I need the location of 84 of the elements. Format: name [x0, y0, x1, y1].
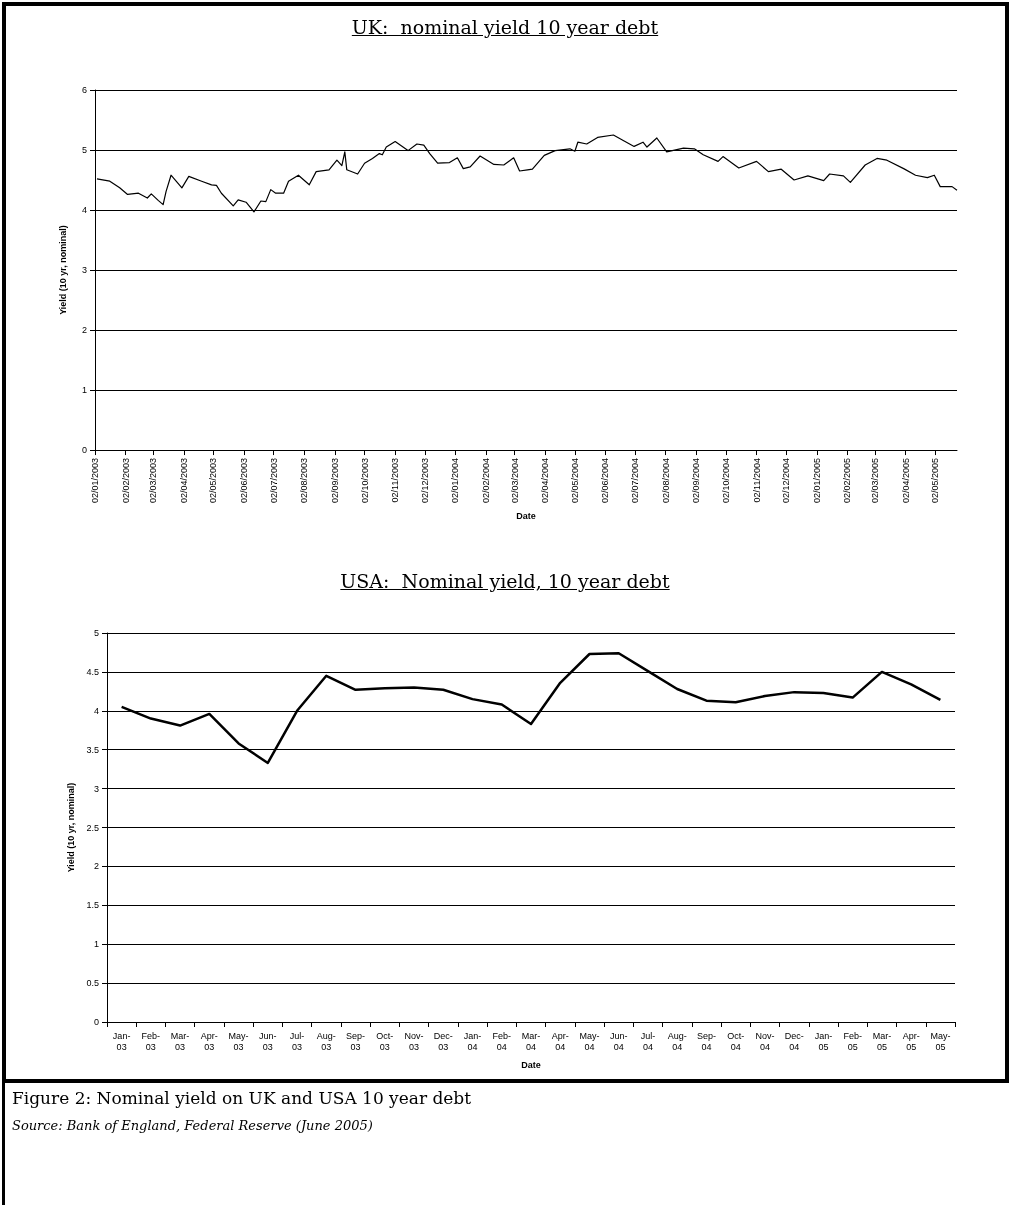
x-tick-label: Aug-04 — [667, 1030, 687, 1052]
x-tick-label: Jan-05 — [814, 1030, 833, 1052]
x-tick-label: Sep-04 — [696, 1030, 716, 1052]
x-tick-label: Jun-04 — [609, 1030, 628, 1052]
y-tick-label: 1.5 — [86, 900, 99, 911]
caption: Figure 2: Nominal yield on UK and USA 10 year debt — [12, 1088, 472, 1108]
x-tick-label: 02/08/2004 — [660, 458, 671, 504]
y-tick-label: 1 — [93, 939, 99, 950]
x-tick-label: Jul-03 — [289, 1030, 305, 1052]
x-tick-label: 02/01/2003 — [90, 458, 100, 504]
x-tick-label: Mar-05 — [872, 1030, 892, 1052]
x-tick-label: 02/07/2003 — [268, 458, 279, 504]
x-tick-label: 02/06/2004 — [600, 458, 611, 504]
x-tick-label: 02/11/2003 — [390, 458, 401, 503]
x-tick-label: 02/03/2004 — [509, 458, 520, 504]
x-tick-label: May-04 — [579, 1030, 600, 1052]
x-tick-label: May-05 — [930, 1030, 951, 1052]
x-tick-label: Sep-03 — [346, 1030, 366, 1052]
y-tick-label: 2 — [93, 861, 99, 872]
x-tick-label: 02/03/2005 — [870, 458, 881, 504]
chart-title: USA: Nominal yield, 10 year debt — [339, 570, 671, 592]
x-tick-label: Apr-04 — [551, 1030, 569, 1052]
x-tick-label: Oct-03 — [376, 1030, 394, 1052]
x-axis-title: Date — [516, 510, 536, 521]
x-tick-label: 02/08/2003 — [299, 458, 310, 504]
y-tick-label: 3.5 — [86, 744, 99, 755]
x-tick-label: 02/01/2004 — [450, 458, 461, 504]
chart-title: UK: nominal yield 10 year debt — [350, 16, 660, 38]
x-tick-label: Jul-04 — [640, 1030, 656, 1052]
x-tick-label: 02/01/2005 — [811, 458, 822, 504]
x-tick-label: Dec-03 — [433, 1030, 453, 1052]
y-tick-label: 0.5 — [86, 978, 99, 989]
x-tick-label: Jan-03 — [112, 1030, 131, 1052]
x-tick-label: 02/02/2003 — [120, 458, 131, 504]
x-tick-label: Mar-04 — [521, 1030, 541, 1052]
y-tick-label: 6 — [81, 85, 87, 95]
x-tick-label: 02/07/2004 — [630, 458, 641, 504]
y-tick-label: 5 — [93, 628, 99, 638]
x-tick-label: 02/10/2004 — [720, 458, 731, 504]
x-tick-label: Apr-03 — [200, 1030, 218, 1052]
y-axis-title: Yield (10 yr, nominal) — [66, 782, 77, 873]
y-tick-label: 4 — [93, 705, 99, 716]
x-tick-label: Feb-04 — [492, 1030, 512, 1052]
x-tick-label: 02/12/2003 — [419, 458, 430, 504]
x-tick-label: Nov-03 — [404, 1030, 424, 1052]
x-tick-label: Oct-04 — [727, 1030, 745, 1052]
x-tick-label: 02/05/2004 — [569, 458, 580, 504]
x-tick-label: 02/05/2005 — [930, 458, 941, 504]
x-tick-label: 02/12/2004 — [781, 458, 792, 504]
x-tick-label: 02/10/2003 — [359, 458, 370, 504]
x-tick-label: Apr-05 — [902, 1030, 920, 1052]
source-note: Source: Bank of England, Federal Reserve (June 2005) — [12, 1118, 374, 1133]
x-tick-label: Feb-05 — [843, 1030, 862, 1052]
y-tick-label: 3 — [81, 265, 87, 276]
x-tick-label: 02/09/2003 — [329, 458, 340, 504]
x-tick-label: 02/05/2003 — [208, 458, 219, 504]
x-tick-label: Mar-03 — [170, 1030, 190, 1052]
x-tick-label: 02/06/2003 — [239, 458, 250, 504]
y-tick-label: 1 — [81, 385, 87, 396]
y-tick-label: 4 — [81, 205, 87, 216]
x-tick-label: 02/04/2003 — [178, 458, 189, 504]
x-tick-label: 02/11/2004 — [751, 458, 762, 503]
x-tick-label: 02/04/2005 — [900, 458, 911, 504]
y-axis-title: Yield (10 yr, nominal) — [57, 225, 68, 315]
y-tick-label: 2 — [81, 325, 87, 336]
x-tick-label: 02/03/2003 — [148, 458, 159, 504]
x-tick-label: Jun-03 — [259, 1030, 277, 1052]
y-tick-label: 0 — [81, 445, 87, 456]
y-tick-label: 0 — [93, 1017, 99, 1027]
x-tick-label: 02/09/2004 — [691, 458, 702, 504]
x-tick-label: 02/02/2005 — [842, 458, 853, 504]
x-tick-label: 02/04/2004 — [540, 458, 551, 504]
x-tick-label: Jan-04 — [463, 1030, 482, 1052]
x-tick-label: May-03 — [228, 1030, 249, 1052]
x-tick-label: Nov-04 — [755, 1030, 775, 1052]
y-tick-label: 2.5 — [86, 822, 99, 833]
y-tick-label: 3 — [93, 783, 99, 794]
x-tick-label: Feb-03 — [141, 1030, 161, 1052]
y-tick-label: 4.5 — [86, 666, 99, 677]
x-tick-label: Dec-04 — [784, 1030, 804, 1052]
x-axis-title: Date — [521, 1059, 541, 1070]
x-tick-label: 02/02/2004 — [481, 458, 492, 504]
x-tick-label: Aug-03 — [316, 1030, 336, 1052]
y-tick-label: 5 — [81, 145, 87, 156]
